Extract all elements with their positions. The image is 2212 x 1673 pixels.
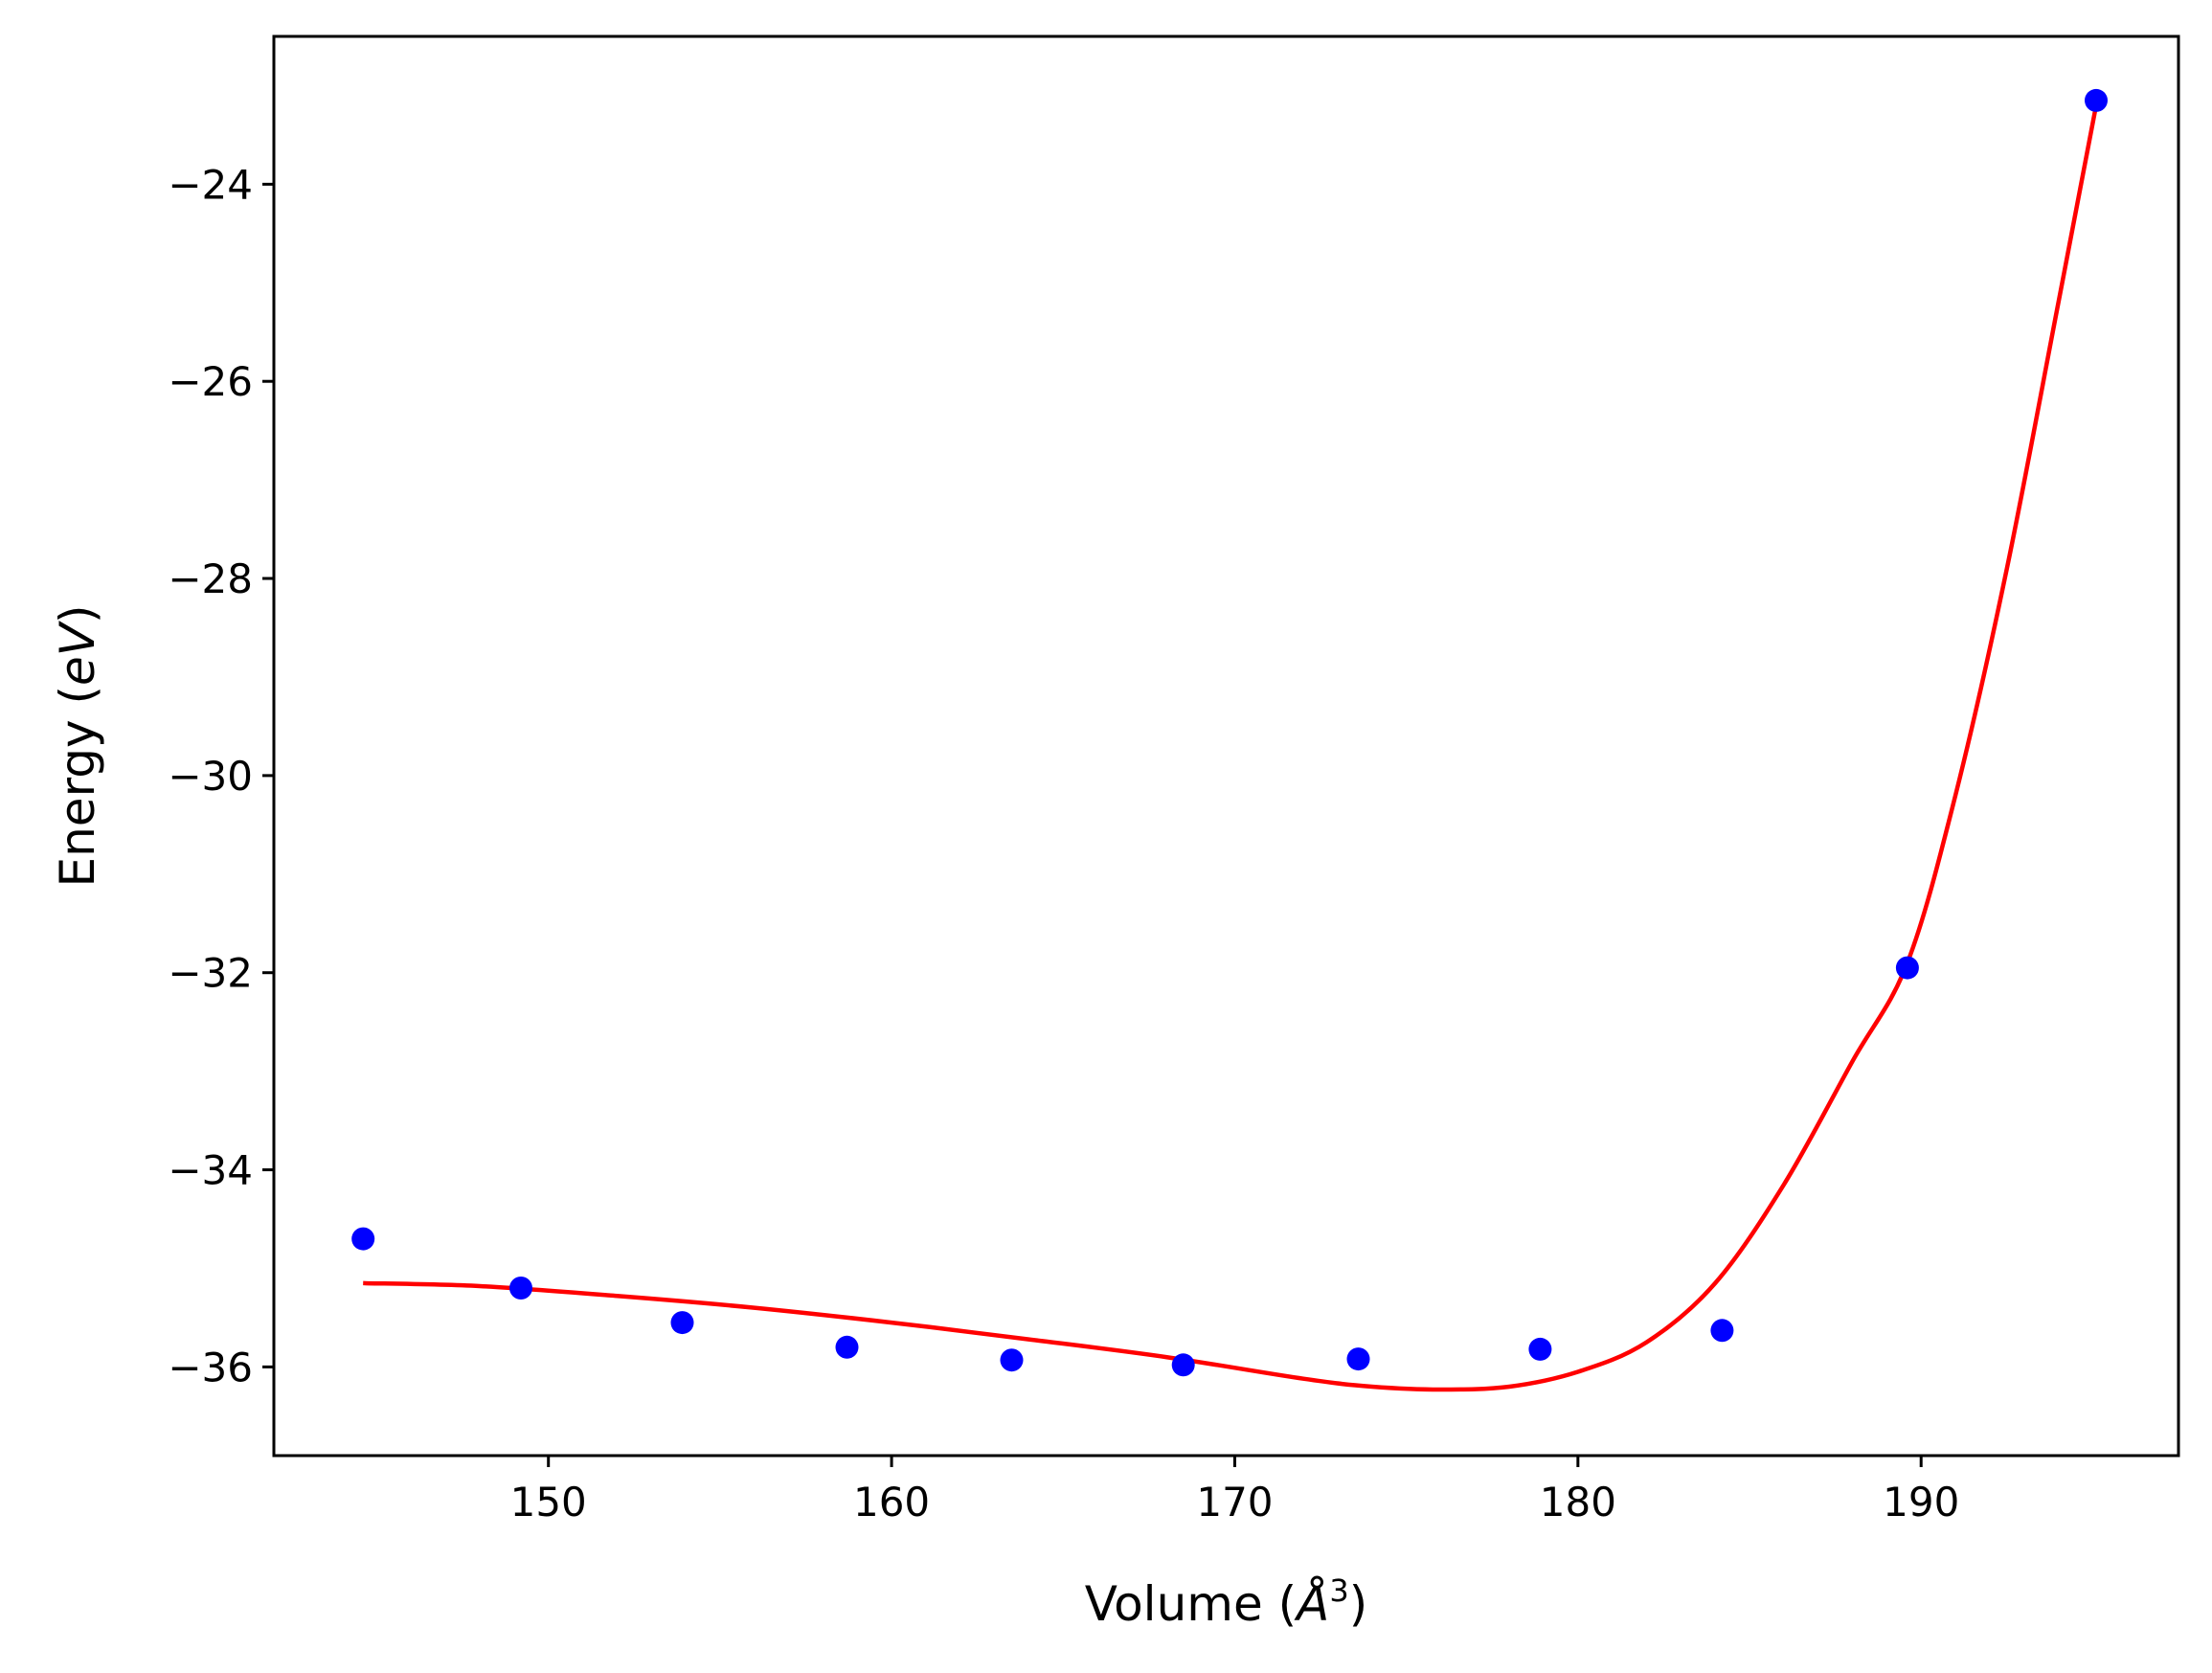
y-tick-label: −28 [168,555,253,602]
y-axis-label: Energy (eV) [50,605,105,888]
data-points-layer [351,88,2108,1377]
y-axis-ticks: −36 −34 −32 −30 −28 −26 −24 [168,161,274,1390]
y-tick-label: −24 [168,161,253,208]
y-tick-label: −30 [168,753,253,800]
data-point [1000,1348,1024,1372]
x-tick-label: 180 [1540,1479,1616,1526]
y-tick-label: −36 [168,1344,253,1390]
x-tick-label: 190 [1883,1479,1959,1526]
y-tick-label: −34 [168,1147,253,1194]
data-point [1528,1337,1552,1361]
data-point [351,1227,375,1251]
data-point [670,1311,694,1335]
x-axis-label: Volume (Å3) [1085,1572,1367,1632]
data-point [1346,1347,1370,1371]
x-tick-label: 170 [1196,1479,1273,1526]
fit-curve-layer [363,104,2099,1392]
data-point [2085,88,2108,112]
fit-curve [363,104,2099,1392]
data-point [509,1277,532,1300]
data-point [1895,956,1919,980]
data-point [835,1335,859,1359]
data-point [1710,1319,1734,1343]
data-point [1171,1353,1195,1377]
y-tick-label: −32 [168,950,253,997]
x-tick-label: 150 [510,1479,587,1526]
x-tick-label: 160 [853,1479,930,1526]
x-axis-ticks: 150 160 170 180 190 [510,1456,1959,1526]
plot-frame [272,34,2180,1458]
y-tick-label: −26 [168,358,253,405]
